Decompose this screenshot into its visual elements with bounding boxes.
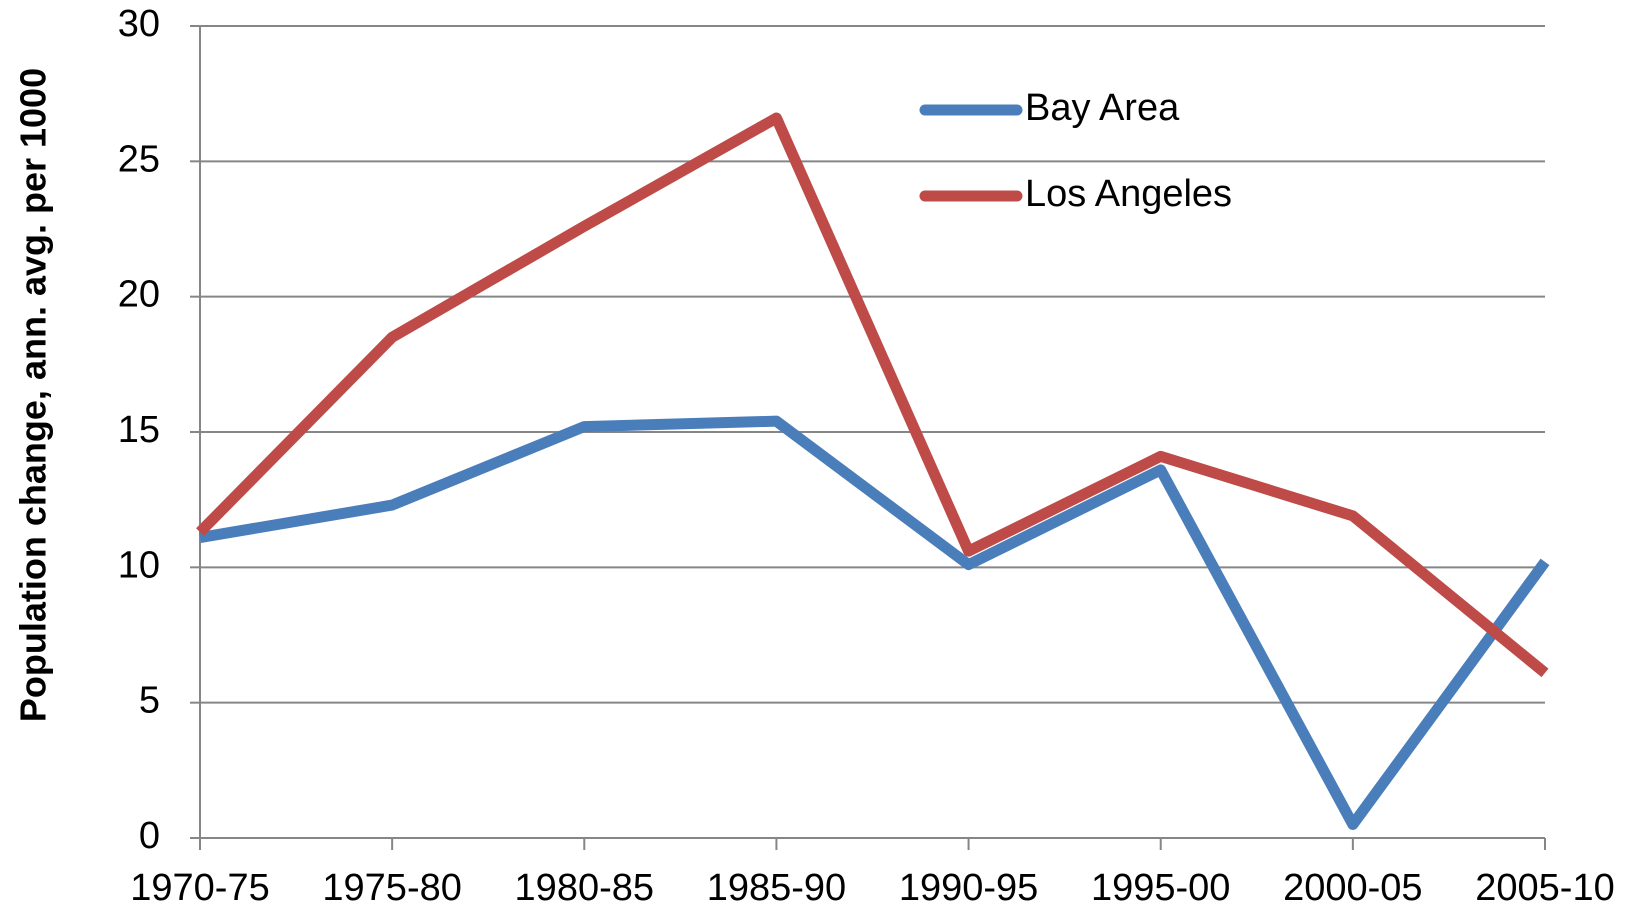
- x-tick-label: 2005-10: [1475, 867, 1614, 909]
- x-tick-label: 1995-00: [1091, 867, 1230, 909]
- y-tick-label: 0: [139, 815, 160, 857]
- x-tick-label: 2000-05: [1283, 867, 1422, 909]
- y-tick-label: 5: [139, 680, 160, 722]
- series-line: [196, 112, 1549, 678]
- x-tick-label: 1980-85: [515, 867, 654, 909]
- x-tick-label: 1990-95: [899, 867, 1038, 909]
- x-tick-label: 1975-80: [322, 867, 461, 909]
- legend-label: Bay Area: [1025, 87, 1180, 129]
- x-tick-label: 1985-90: [707, 867, 846, 909]
- y-axis-title: Population change, ann. avg. per 1000: [13, 68, 54, 722]
- x-tick-label: 1970-75: [130, 867, 269, 909]
- y-tick-label: 20: [118, 274, 160, 316]
- y-tick-label: 25: [118, 138, 160, 180]
- y-tick-label: 30: [118, 3, 160, 45]
- legend-label: Los Angeles: [1025, 173, 1232, 215]
- y-tick-label: 10: [118, 544, 160, 586]
- y-tick-label: 15: [118, 409, 160, 451]
- series-line: [199, 415, 1550, 830]
